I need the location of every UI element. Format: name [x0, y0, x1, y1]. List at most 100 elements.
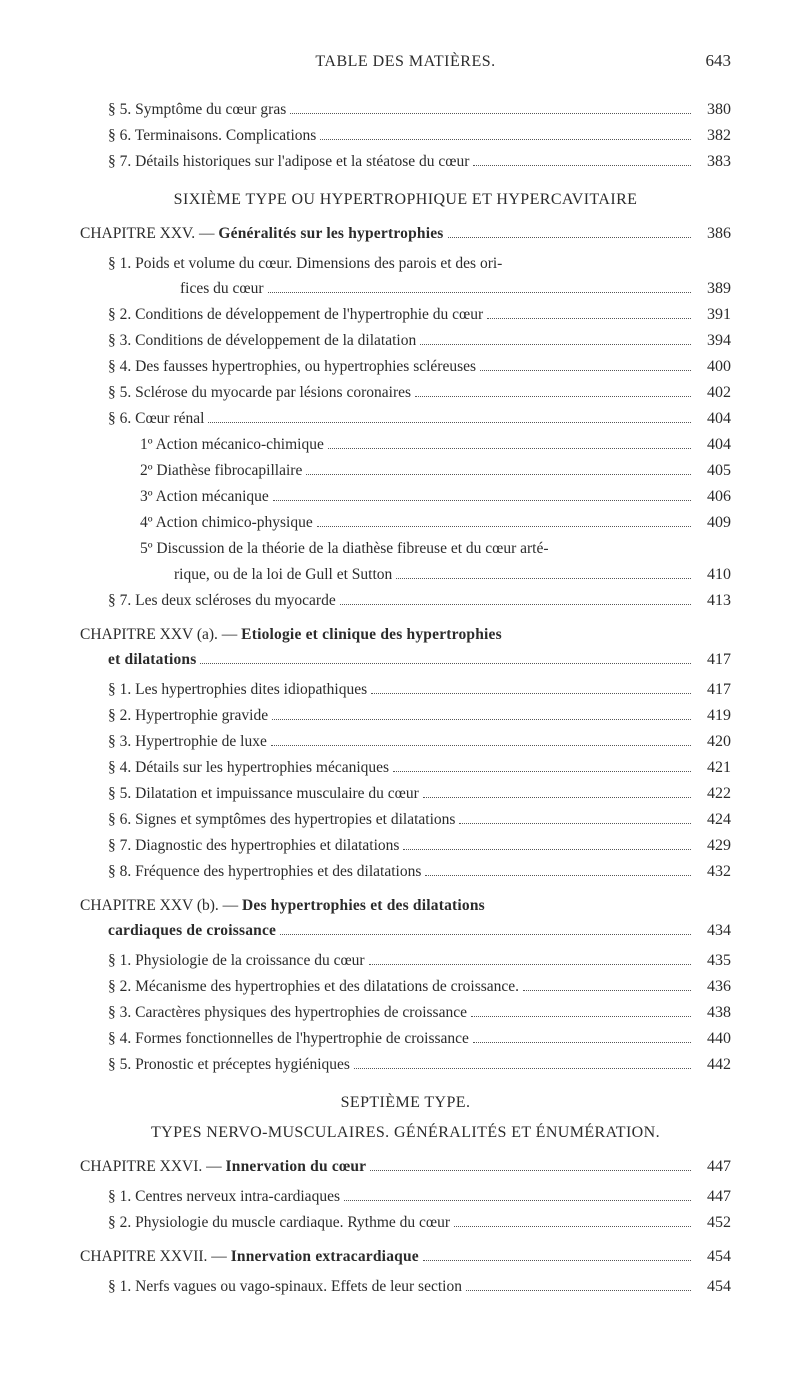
chapter-25a-bold2: et dilatations	[108, 648, 196, 671]
leaders	[415, 396, 691, 397]
toc-label: § 8. Fréquence des hypertrophies et des …	[108, 860, 421, 883]
toc-label: 1º Action mécanico-chimique	[140, 433, 324, 456]
chapter-25b-bold: Des hypertrophies et des dilatations	[242, 897, 485, 914]
toc-label: § 5. Pronostic et préceptes hygiéniques	[108, 1053, 350, 1076]
toc-label: § 1. Les hypertrophies dites idiopathiqu…	[108, 678, 367, 701]
leaders	[473, 1042, 691, 1043]
toc-label: rique, ou de la loi de Gull et Sutton	[174, 563, 392, 586]
toc-page: 447	[695, 1185, 731, 1209]
toc-line: 5º Discussion de la théorie de la diathè…	[80, 537, 731, 560]
toc-label: § 7. Les deux scléroses du myocarde	[108, 589, 336, 612]
leaders	[473, 165, 691, 166]
toc-line: § 1. Centres nerveux intra-cardiaques447	[80, 1185, 731, 1209]
chapter-26-label: CHAPITRE XXVI. — Innervation du cœur	[80, 1155, 366, 1178]
toc-label: fices du cœur	[180, 277, 264, 300]
toc-page: 405	[695, 459, 731, 483]
toc-page: 422	[695, 782, 731, 806]
chapter-25-heading: CHAPITRE XXV. — Généralités sur les hype…	[80, 222, 731, 246]
leaders	[208, 422, 691, 423]
header-page: 643	[681, 48, 731, 74]
chapter-27-prefix: CHAPITRE XXVII. —	[80, 1248, 231, 1265]
toc-line: § 7. Détails historiques sur l'adipose e…	[80, 150, 731, 174]
chapter-25b-line2: cardiaques de croissance 434	[80, 919, 731, 943]
toc-label: 2º Diathèse fibrocapillaire	[140, 459, 302, 482]
leaders	[340, 604, 691, 605]
leaders	[280, 934, 691, 935]
toc-page: 382	[695, 124, 731, 148]
toc-label: § 2. Hypertrophie gravide	[108, 704, 268, 727]
leaders	[396, 578, 691, 579]
pre-section-lines: § 5. Symptôme du cœur gras380§ 6. Termin…	[80, 98, 731, 174]
toc-line: § 2. Hypertrophie gravide419	[80, 704, 731, 728]
toc-line: § 4. Détails sur les hypertrophies mécan…	[80, 756, 731, 780]
toc-label: § 4. Détails sur les hypertrophies mécan…	[108, 756, 389, 779]
toc-line: § 3. Hypertrophie de luxe420	[80, 730, 731, 754]
toc-page: 406	[695, 485, 731, 509]
toc-label: 3º Action mécanique	[140, 485, 269, 508]
leaders	[423, 1260, 691, 1261]
toc-page: 436	[695, 975, 731, 999]
toc-line: § 5. Sclérose du myocarde par lésions co…	[80, 381, 731, 405]
toc-line: § 4. Des fausses hypertrophies, ou hyper…	[80, 355, 731, 379]
leaders	[459, 823, 691, 824]
leaders	[523, 990, 691, 991]
toc-line: § 3. Conditions de développement de la d…	[80, 329, 731, 353]
chapter-25-prefix: CHAPITRE XXV. —	[80, 225, 218, 242]
toc-page: 410	[695, 563, 731, 587]
toc-page: 402	[695, 381, 731, 405]
chapter-25a-line2: et dilatations 417	[80, 648, 731, 672]
page-header: TABLE DES MATIÈRES. 643	[80, 48, 731, 74]
chapter-25-page: 386	[695, 222, 731, 246]
chapter-25a-line1: CHAPITRE XXV (a). — Etiologie et cliniqu…	[80, 623, 731, 646]
toc-label: 4º Action chimico-physique	[140, 511, 313, 534]
toc-label: § 7. Détails historiques sur l'adipose e…	[108, 150, 469, 173]
leaders	[371, 693, 691, 694]
toc-line: § 4. Formes fonctionnelles de l'hypertro…	[80, 1027, 731, 1051]
toc-label: § 4. Formes fonctionnelles de l'hypertro…	[108, 1027, 469, 1050]
toc-label: § 5. Sclérose du myocarde par lésions co…	[108, 381, 411, 404]
toc-line: § 6. Terminaisons. Complications 382	[80, 124, 731, 148]
toc-page: 440	[695, 1027, 731, 1051]
toc-label: § 5. Dilatation et impuissance musculair…	[108, 782, 419, 805]
toc-page: 404	[695, 433, 731, 457]
toc-line: § 1. Nerfs vagues ou vago-spinaux. Effet…	[80, 1275, 731, 1299]
toc-label: § 6. Terminaisons. Complications	[108, 124, 316, 147]
toc-line: § 5. Dilatation et impuissance musculair…	[80, 782, 731, 806]
toc-label: § 6. Cœur rénal	[108, 407, 204, 430]
leaders	[344, 1200, 691, 1201]
leaders	[271, 745, 691, 746]
leaders	[370, 1170, 691, 1171]
toc-line: 2º Diathèse fibrocapillaire 405	[80, 459, 731, 483]
toc-page: 432	[695, 860, 731, 884]
toc-label: § 1. Nerfs vagues ou vago-spinaux. Effet…	[108, 1275, 462, 1298]
toc-label: § 3. Conditions de développement de la d…	[108, 329, 416, 352]
chapter-27-heading: CHAPITRE XXVII. — Innervation extracardi…	[80, 1245, 731, 1269]
leaders	[306, 474, 691, 475]
toc-line: § 2. Physiologie du muscle cardiaque. Ry…	[80, 1211, 731, 1235]
leaders	[466, 1290, 691, 1291]
leaders	[320, 139, 691, 140]
section-heading-6: SIXIÈME TYPE OU HYPERTROPHIQUE ET HYPERC…	[80, 188, 731, 212]
chapter-27-body: § 1. Nerfs vagues ou vago-spinaux. Effet…	[80, 1275, 731, 1299]
toc-page: 409	[695, 511, 731, 535]
leaders	[423, 797, 691, 798]
leaders	[290, 113, 691, 114]
toc-line: § 2. Conditions de développement de l'hy…	[80, 303, 731, 327]
leaders	[273, 500, 691, 501]
toc-page: 404	[695, 407, 731, 431]
header-title: TABLE DES MATIÈRES.	[130, 50, 681, 74]
toc-line: 4º Action chimico-physique 409	[80, 511, 731, 535]
toc-page: 429	[695, 834, 731, 858]
leaders	[425, 875, 691, 876]
chapter-25a-page: 417	[695, 648, 731, 672]
leaders	[200, 663, 691, 664]
toc-label: § 3. Caractères physiques des hypertroph…	[108, 1001, 467, 1024]
toc-page: 383	[695, 150, 731, 174]
toc-label: § 2. Physiologie du muscle cardiaque. Ry…	[108, 1211, 450, 1234]
toc-page: 424	[695, 808, 731, 832]
toc-page: 389	[695, 277, 731, 301]
toc-page: 417	[695, 678, 731, 702]
toc-page: 400	[695, 355, 731, 379]
leaders	[403, 849, 691, 850]
chapter-25b-prefix: CHAPITRE XXV (b). —	[80, 897, 242, 914]
